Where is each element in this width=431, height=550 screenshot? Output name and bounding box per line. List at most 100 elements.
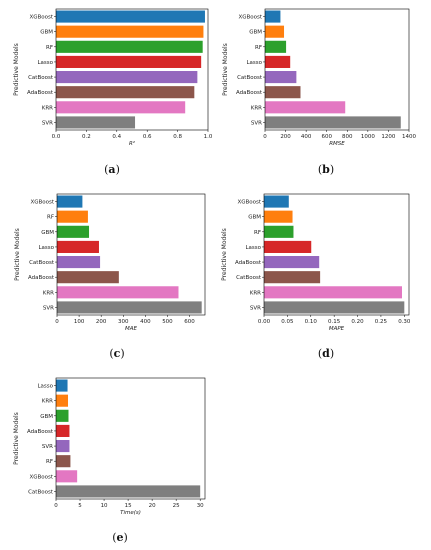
category-label: Lasso bbox=[37, 60, 53, 66]
category-label: Lasso bbox=[245, 245, 261, 251]
category-label: RF bbox=[254, 230, 261, 236]
bar-gbm bbox=[57, 225, 90, 238]
category-label: SVR bbox=[43, 305, 54, 311]
category-label: SVR bbox=[42, 120, 53, 126]
x-axis-label: R² bbox=[129, 140, 136, 147]
category-label: Lasso bbox=[246, 60, 262, 66]
x-tick-label: 100 bbox=[74, 319, 85, 325]
bar-rf bbox=[265, 40, 287, 53]
x-tick-label: 0.20 bbox=[351, 319, 364, 325]
bar-gbm bbox=[265, 25, 285, 38]
caption-b: (b) bbox=[318, 163, 334, 176]
x-tick-label: 0.10 bbox=[305, 319, 318, 325]
x-tick-label: 200 bbox=[96, 319, 107, 325]
bar-svr bbox=[264, 301, 405, 314]
bar-xgboost bbox=[56, 470, 78, 483]
category-label: CatBoost bbox=[29, 260, 55, 266]
plot-frame bbox=[56, 193, 206, 316]
bar-svr bbox=[57, 301, 202, 314]
category-label: XGBoost bbox=[238, 15, 262, 21]
plot-frame bbox=[55, 377, 206, 500]
bar-xgboost bbox=[57, 195, 83, 208]
x-tick-label: 0.15 bbox=[328, 319, 341, 325]
x-tick-label: 15 bbox=[125, 503, 132, 509]
category-label: KRR bbox=[250, 290, 261, 296]
chart-panel-b: XGBoost GBM RF Lasso CatBoost AdaBoost KRR SVR 0… bbox=[222, 8, 416, 147]
category-label: RF bbox=[46, 459, 53, 465]
category-label: RF bbox=[255, 45, 262, 51]
bar-xgboost bbox=[265, 10, 281, 23]
category-label: Lasso bbox=[38, 245, 54, 251]
x-tick-label: 400 bbox=[301, 134, 312, 140]
bar-krr bbox=[264, 286, 402, 299]
x-tick-label: 300 bbox=[118, 319, 129, 325]
bar-xgboost bbox=[56, 10, 205, 23]
bar-krr bbox=[56, 394, 69, 407]
caption-e: (e) bbox=[112, 531, 128, 544]
category-label: XGBoost bbox=[29, 474, 53, 480]
x-axis-label: Time(s) bbox=[120, 510, 141, 516]
x-tick-label: 5 bbox=[78, 503, 82, 509]
category-label: KRR bbox=[43, 290, 54, 296]
x-axis-label: MAPE bbox=[329, 326, 345, 332]
bar-catboost bbox=[57, 256, 101, 269]
x-tick-label: 500 bbox=[162, 319, 173, 325]
bar-catboost bbox=[56, 485, 201, 498]
x-tick-label: 600 bbox=[321, 134, 332, 140]
bar-gbm bbox=[56, 409, 69, 422]
category-label: CatBoost bbox=[236, 275, 262, 281]
category-label: XGBoost bbox=[30, 200, 54, 206]
category-label: AdaBoost bbox=[236, 90, 263, 96]
x-tick-label: 10 bbox=[101, 503, 108, 509]
bar-svr bbox=[56, 116, 136, 129]
chart-panel-a: XGBoost GBM RF Lasso CatBoost AdaBoost KRR SVR 0… bbox=[13, 8, 213, 147]
category-label: KRR bbox=[42, 105, 53, 111]
x-tick-label: 1000 bbox=[361, 134, 375, 140]
bar-lasso bbox=[56, 55, 202, 68]
y-axis-label: Predictive Models bbox=[222, 43, 229, 96]
x-tick-label: 30 bbox=[197, 503, 204, 509]
bar-rf bbox=[56, 40, 203, 53]
x-tick-label: 0.00 bbox=[258, 319, 271, 325]
x-tick-label: 200 bbox=[280, 134, 291, 140]
bar-krr bbox=[56, 101, 186, 114]
x-tick-label: 20 bbox=[149, 503, 156, 509]
chart-panel-d: XGBoost GBM RF Lasso AdaBoost CatBoost KRR SVR 0… bbox=[221, 193, 411, 332]
bar-krr bbox=[265, 101, 346, 114]
caption-d: (d) bbox=[318, 347, 334, 360]
x-tick-label: 25 bbox=[173, 503, 180, 509]
category-label: CatBoost bbox=[28, 489, 54, 495]
bar-svr bbox=[56, 440, 70, 453]
bar-lasso bbox=[264, 240, 312, 253]
bar-rf bbox=[264, 225, 294, 238]
bar-svr bbox=[265, 116, 401, 129]
bar-adaboost bbox=[57, 271, 119, 284]
bar-gbm bbox=[56, 25, 204, 38]
plot-frame bbox=[55, 8, 209, 131]
y-axis-label: Predictive Models bbox=[14, 228, 21, 281]
y-axis-label: Predictive Models bbox=[221, 228, 228, 281]
x-tick-label: 1.0 bbox=[204, 134, 213, 140]
x-tick-label: 0.8 bbox=[173, 134, 182, 140]
x-tick-label: 0 bbox=[263, 134, 267, 140]
category-label: SVR bbox=[251, 120, 262, 126]
y-axis-label: Predictive Models bbox=[13, 412, 20, 465]
x-tick-label: 1200 bbox=[381, 134, 395, 140]
category-label: KRR bbox=[42, 399, 53, 405]
category-label: CatBoost bbox=[237, 75, 263, 81]
x-tick-label: 0.2 bbox=[82, 134, 91, 140]
plot-frame bbox=[263, 193, 410, 316]
category-label: KRR bbox=[251, 105, 262, 111]
category-label: AdaBoost bbox=[235, 260, 262, 266]
category-label: AdaBoost bbox=[27, 429, 54, 435]
plot-frame bbox=[264, 8, 410, 131]
bar-lasso bbox=[265, 55, 291, 68]
category-label: XGBoost bbox=[237, 200, 261, 206]
category-label: Lasso bbox=[37, 384, 53, 390]
x-tick-label: 400 bbox=[140, 319, 151, 325]
x-tick-label: 600 bbox=[184, 319, 195, 325]
category-label: SVR bbox=[42, 444, 53, 450]
bar-krr bbox=[57, 286, 179, 299]
x-tick-label: 0.6 bbox=[143, 134, 152, 140]
